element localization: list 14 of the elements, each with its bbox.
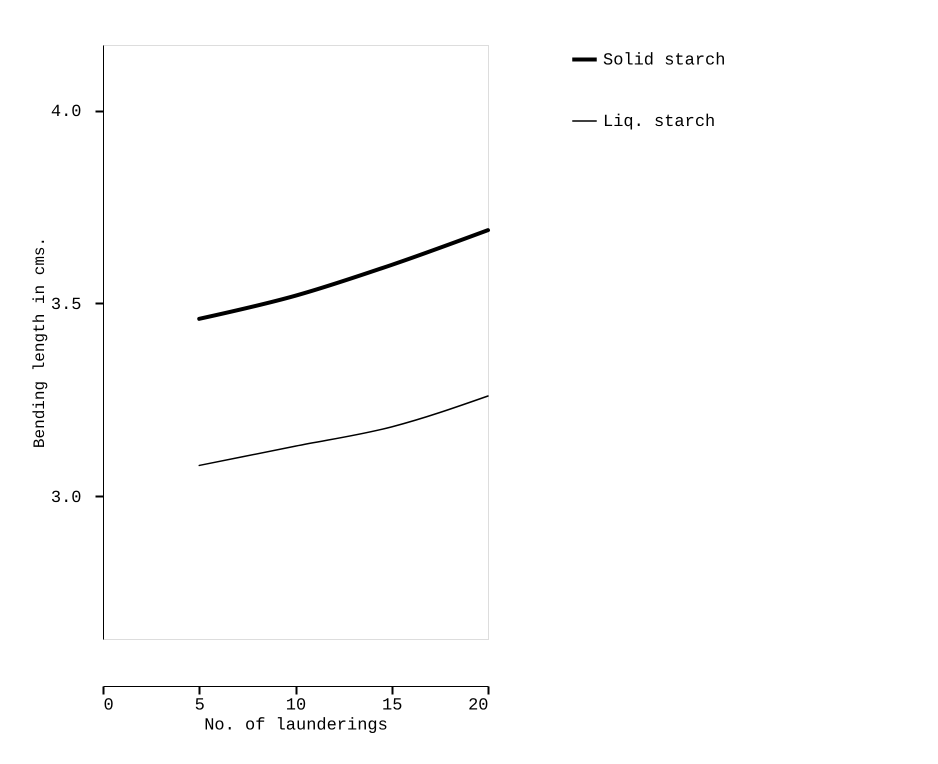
x-tick-label: 0 xyxy=(104,696,114,716)
y-tick-label: 3.0 xyxy=(50,488,82,508)
line-series xyxy=(198,395,489,466)
x-tick-label: 15 xyxy=(382,696,402,716)
y-tick-label: 4.0 xyxy=(50,103,82,122)
x-tick-label: 5 xyxy=(194,696,205,716)
x-tick-label: 20 xyxy=(468,696,488,716)
line-series xyxy=(197,228,490,321)
x-axis-title: No. of launderings xyxy=(204,716,388,736)
y-tick-label: 3.5 xyxy=(50,296,82,315)
legend-label: Liq. starch xyxy=(603,113,716,132)
x-tick-label: 10 xyxy=(286,696,306,716)
y-axis-title: Bending length in cms. xyxy=(30,236,49,448)
legend-label: Solid starch xyxy=(603,52,726,70)
